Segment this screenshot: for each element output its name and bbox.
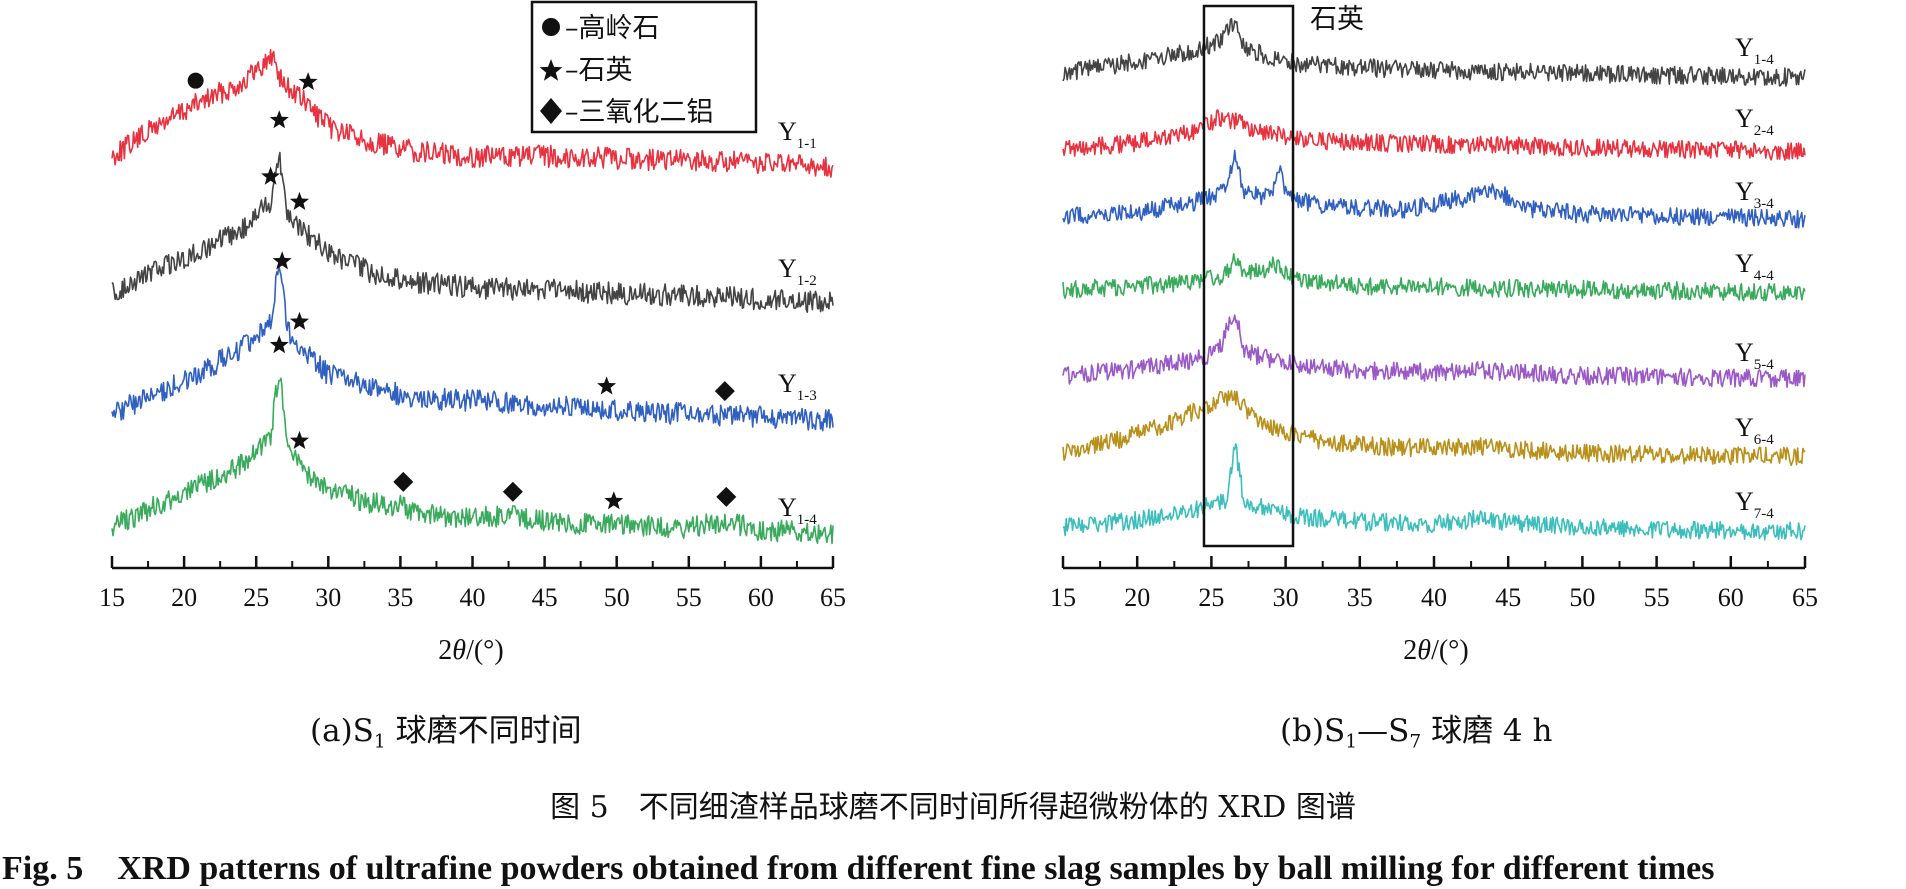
series-label-y6-4: Y6-4 [1735,413,1774,448]
series-line-y1-3 [111,265,834,432]
panel-a-legend: –高岭石 –石英 –三氧化二铝 [530,0,758,134]
series-label-y3-4: Y3-4 [1735,177,1774,212]
figure-caption-chinese: 图 5 不同细渣样品球磨不同时间所得超微粉体的 XRD 图谱 [550,790,1356,825]
figure-caption-english: Fig. 5 XRD patterns of ultrafine powders… [2,850,1715,887]
series-line-y3-4 [1062,149,1806,229]
x-tick-label: 20 [171,583,197,612]
panel-a-series-group [111,49,834,545]
alumina-peak-marker [502,481,523,502]
x-tick-label: 20 [1124,583,1150,612]
quartz-highlight-box [1202,4,1295,548]
x-tick-label: 30 [1273,583,1299,612]
x-tick-label: 65 [820,583,846,612]
quartz-peak-marker [604,491,624,510]
series-label-y1-3: Y1-3 [778,369,817,404]
x-tick-label: 65 [1792,583,1818,612]
panel-a-x-axis-label: 2θ/(°) [438,635,503,666]
legend-label-alumina: –三氧化二铝 [565,97,714,128]
series-label-y2-4: Y2-4 [1735,104,1774,139]
quartz-peak-marker [261,166,281,185]
x-tick-label: 60 [1718,583,1744,612]
series-line-y1-4 [111,377,834,545]
kaolinite-peak-marker [187,72,204,89]
figure: Y1-1Y1-2Y1-3Y1-4 15 20 25 30 35 40 45 50 55 60 65 … [99,0,1818,666]
series-line-y1-2 [111,151,834,313]
quartz-star-icon [539,59,563,81]
series-label-y4-4: Y4-4 [1735,249,1774,284]
x-tick-label: 15 [99,583,125,612]
x-tick-label: 40 [460,583,486,612]
panel-a-chart: Y1-1Y1-2Y1-3Y1-4 15 20 25 30 35 40 45 50 55 60 65 … [99,0,846,666]
quartz-peak-marker [289,191,309,210]
panel-b-chart: Y1-4 Y2-4 Y3-4 Y4-4 Y5-4 Y6-4 Y7-4 15 20 25 30 35 4… [1050,4,1818,666]
quartz-peak-marker [269,335,289,354]
quartz-peak-marker [289,430,309,449]
x-tick-label: 45 [532,583,558,612]
panel-a-peak-markers [187,72,737,510]
series-line-y1-4 [1062,17,1806,87]
series-line-y2-4 [1062,109,1806,161]
series-line-y5-4 [1062,314,1806,388]
panel-a-x-axis: 15 20 25 30 35 40 45 50 55 60 65 [99,556,846,612]
subcaption-b: (b)S1—S7 球磨 4 h [1280,713,1553,753]
kaolinite-marker-icon [542,18,560,36]
legend-label-kaolinite: –高岭石 [565,13,660,44]
quartz-peak-marker [272,251,292,270]
series-line-y6-4 [1062,390,1806,467]
x-tick-label: 15 [1050,583,1076,612]
x-tick-label: 55 [676,583,702,612]
quartz-peak-marker [269,110,289,129]
x-tick-label: 45 [1495,583,1521,612]
x-tick-label: 50 [1569,583,1595,612]
legend-frame [530,0,758,134]
x-tick-label: 25 [1198,583,1224,612]
panel-b-x-axis-label: 2θ/(°) [1403,635,1468,666]
x-tick-label: 35 [387,583,413,612]
alumina-diamond-icon [540,98,562,124]
x-tick-label: 30 [315,583,341,612]
quartz-peak-marker [289,311,309,330]
quartz-peak-marker [298,72,318,91]
alumina-peak-marker [714,381,735,402]
series-line-y1-1 [111,49,834,178]
alumina-peak-marker [393,471,414,492]
series-line-y7-4 [1062,443,1806,541]
x-tick-label: 50 [604,583,630,612]
panel-b-series-group [1062,17,1806,541]
x-tick-label: 25 [243,583,269,612]
x-tick-label: 55 [1644,583,1670,612]
series-label-y7-4: Y7-4 [1735,487,1774,522]
x-tick-label: 35 [1347,583,1373,612]
quartz-peak-marker [597,376,617,395]
series-line-y4-4 [1062,252,1806,302]
x-tick-label: 40 [1421,583,1447,612]
series-label-y1-4: Y1-4 [778,493,817,528]
subcaption-a: (a)S1 球磨不同时间 [310,713,582,753]
series-label-y1-2: Y1-2 [778,254,817,289]
quartz-box-label: 石英 [1310,4,1364,35]
x-tick-label: 60 [748,583,774,612]
panel-b-x-axis: 15 20 25 30 35 40 45 50 55 60 65 [1050,556,1818,612]
series-label-y1-4: Y1-4 [1735,33,1774,68]
alumina-peak-marker [716,486,737,507]
series-label-y5-4: Y5-4 [1735,338,1774,373]
legend-label-quartz: –石英 [565,55,633,86]
series-label-y1-1: Y1-1 [778,117,817,152]
panel-a-series-labels: Y1-1 Y1-2 Y1-3 Y1-4 [778,117,817,528]
